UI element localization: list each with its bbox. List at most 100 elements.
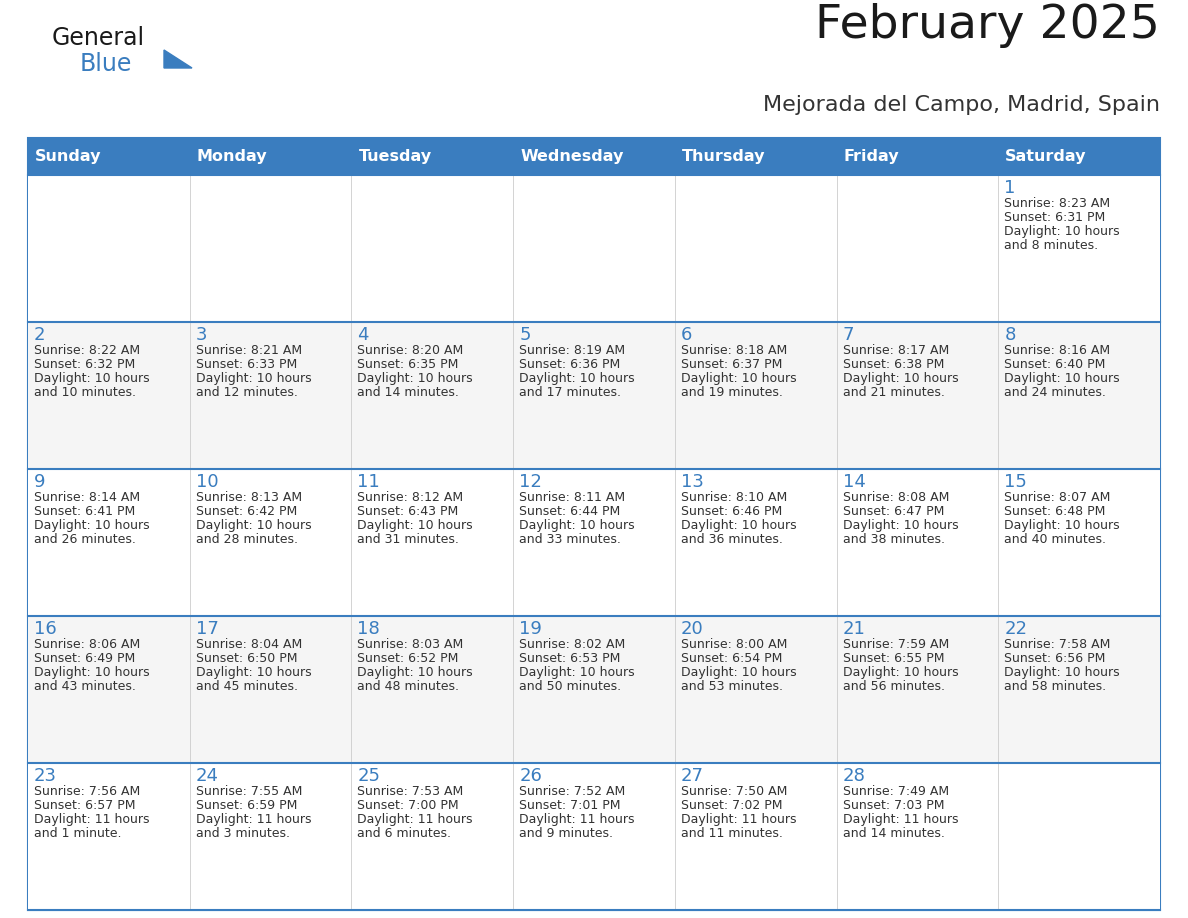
Text: and 14 minutes.: and 14 minutes. [842,827,944,840]
Text: 15: 15 [1004,473,1028,491]
Bar [190,616,352,763]
Text: Sunrise: 7:52 AM: Sunrise: 7:52 AM [519,785,625,798]
Text: Daylight: 10 hours: Daylight: 10 hours [519,372,634,385]
Text: Blue: Blue [80,52,132,76]
Text: 16: 16 [34,620,57,638]
Text: and 11 minutes.: and 11 minutes. [681,827,783,840]
Bar [675,322,836,469]
Bar [190,322,352,469]
Text: Saturday: Saturday [1005,149,1087,164]
Text: Sunset: 6:55 PM: Sunset: 6:55 PM [842,652,944,665]
Bar [836,322,998,469]
Text: Daylight: 10 hours: Daylight: 10 hours [681,519,796,532]
Text: Sunset: 6:33 PM: Sunset: 6:33 PM [196,358,297,371]
Text: Daylight: 10 hours: Daylight: 10 hours [1004,372,1120,385]
Text: 26: 26 [519,767,542,785]
Text: Mejorada del Campo, Madrid, Spain: Mejorada del Campo, Madrid, Spain [763,95,1159,115]
Text: and 12 minutes.: and 12 minutes. [196,386,297,399]
Bar [998,616,1159,763]
Bar [836,138,998,175]
Bar [836,616,998,763]
Text: Sunset: 6:35 PM: Sunset: 6:35 PM [358,358,459,371]
Text: Sunrise: 8:03 AM: Sunrise: 8:03 AM [358,638,463,651]
Text: Sunrise: 7:56 AM: Sunrise: 7:56 AM [34,785,140,798]
Text: General: General [52,26,145,50]
Text: Monday: Monday [197,149,267,164]
Text: and 26 minutes.: and 26 minutes. [34,533,135,546]
Text: 4: 4 [358,326,369,344]
Text: Daylight: 10 hours: Daylight: 10 hours [681,372,796,385]
Text: Sunrise: 8:02 AM: Sunrise: 8:02 AM [519,638,625,651]
Text: and 6 minutes.: and 6 minutes. [358,827,451,840]
Bar [675,616,836,763]
Bar [29,138,190,175]
Text: 13: 13 [681,473,703,491]
Text: Sunset: 6:53 PM: Sunset: 6:53 PM [519,652,620,665]
Bar [998,763,1159,910]
Text: Sunrise: 8:14 AM: Sunrise: 8:14 AM [34,491,140,504]
Text: 20: 20 [681,620,703,638]
Text: Daylight: 11 hours: Daylight: 11 hours [842,813,958,826]
Text: Sunrise: 8:13 AM: Sunrise: 8:13 AM [196,491,302,504]
Text: Daylight: 10 hours: Daylight: 10 hours [196,519,311,532]
Text: Daylight: 11 hours: Daylight: 11 hours [681,813,796,826]
Text: 22: 22 [1004,620,1028,638]
Text: Daylight: 10 hours: Daylight: 10 hours [196,372,311,385]
Text: 24: 24 [196,767,219,785]
Bar [352,469,513,616]
Text: and 36 minutes.: and 36 minutes. [681,533,783,546]
Text: Sunrise: 8:19 AM: Sunrise: 8:19 AM [519,344,625,357]
Text: Daylight: 10 hours: Daylight: 10 hours [842,666,959,679]
Text: 10: 10 [196,473,219,491]
Bar [836,175,998,322]
Text: 12: 12 [519,473,542,491]
Text: Friday: Friday [843,149,899,164]
Bar [513,616,675,763]
Text: Sunrise: 8:11 AM: Sunrise: 8:11 AM [519,491,625,504]
Text: 5: 5 [519,326,531,344]
Text: Sunset: 6:46 PM: Sunset: 6:46 PM [681,505,782,518]
Text: Sunday: Sunday [34,149,101,164]
Text: 11: 11 [358,473,380,491]
Text: Sunrise: 8:08 AM: Sunrise: 8:08 AM [842,491,949,504]
Text: Sunrise: 7:59 AM: Sunrise: 7:59 AM [842,638,949,651]
Bar [352,322,513,469]
Bar [836,763,998,910]
Text: and 21 minutes.: and 21 minutes. [842,386,944,399]
Text: Daylight: 10 hours: Daylight: 10 hours [681,666,796,679]
Bar [190,138,352,175]
Bar [352,175,513,322]
Text: Sunset: 6:40 PM: Sunset: 6:40 PM [1004,358,1106,371]
Text: Sunset: 6:50 PM: Sunset: 6:50 PM [196,652,297,665]
Text: and 53 minutes.: and 53 minutes. [681,680,783,693]
Text: Daylight: 11 hours: Daylight: 11 hours [358,813,473,826]
Text: 27: 27 [681,767,703,785]
Text: and 17 minutes.: and 17 minutes. [519,386,621,399]
Bar [513,175,675,322]
Text: Sunset: 6:31 PM: Sunset: 6:31 PM [1004,211,1106,224]
Bar [29,175,190,322]
Bar [675,175,836,322]
Bar [836,469,998,616]
Polygon shape [164,50,192,68]
Bar [352,138,513,175]
Text: Sunrise: 8:16 AM: Sunrise: 8:16 AM [1004,344,1111,357]
Text: Sunset: 6:32 PM: Sunset: 6:32 PM [34,358,135,371]
Text: and 28 minutes.: and 28 minutes. [196,533,298,546]
Text: Sunrise: 8:06 AM: Sunrise: 8:06 AM [34,638,140,651]
Text: and 38 minutes.: and 38 minutes. [842,533,944,546]
Bar [190,469,352,616]
Text: Sunset: 7:00 PM: Sunset: 7:00 PM [358,799,459,812]
Bar [352,763,513,910]
Bar [675,469,836,616]
Text: and 45 minutes.: and 45 minutes. [196,680,298,693]
Text: Daylight: 10 hours: Daylight: 10 hours [1004,225,1120,238]
Text: 17: 17 [196,620,219,638]
Text: and 10 minutes.: and 10 minutes. [34,386,135,399]
Bar [513,469,675,616]
Text: Wednesday: Wednesday [520,149,624,164]
Text: Daylight: 10 hours: Daylight: 10 hours [1004,666,1120,679]
Text: Daylight: 10 hours: Daylight: 10 hours [358,372,473,385]
Text: 21: 21 [842,620,865,638]
Text: Sunrise: 8:10 AM: Sunrise: 8:10 AM [681,491,788,504]
